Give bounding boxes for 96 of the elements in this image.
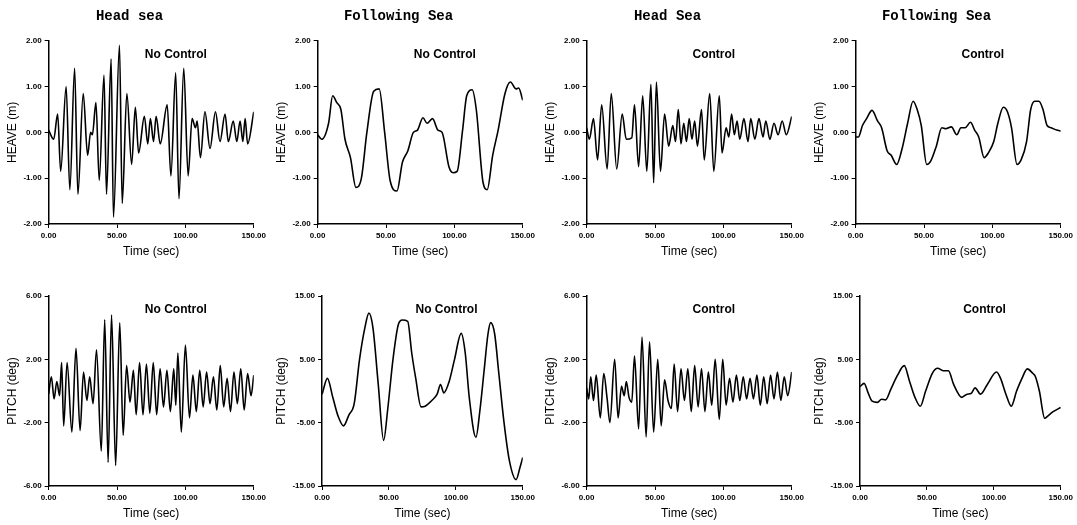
x-tick-label: 100.00 — [173, 493, 199, 502]
y-axis-title: HEAVE (m) — [542, 101, 557, 163]
x-tick-label: 50.00 — [645, 231, 666, 240]
x-tick-label: 0.00 — [578, 231, 595, 240]
y-tick-label: 6.00 — [564, 291, 581, 301]
x-tick-label: 100.00 — [980, 231, 1006, 240]
y-tick-label: -2.00 — [23, 417, 43, 427]
x-tick-label: 50.00 — [914, 231, 935, 240]
x-tick-label: 0.00 — [309, 231, 326, 240]
x-tick-label: 150.00 — [241, 231, 267, 240]
y-tick-label: -6.00 — [23, 481, 43, 491]
x-tick-label: 0.00 — [314, 493, 331, 502]
x-tick-label: 100.00 — [711, 231, 737, 240]
annotation: No Control — [144, 47, 207, 62]
y-tick-label: 2.00 — [26, 354, 43, 364]
x-tick-label: 50.00 — [916, 493, 938, 502]
y-tick-label: 2.00 — [295, 36, 312, 45]
y-tick-label: -1.00 — [23, 173, 43, 183]
y-axis-title: PITCH (deg) — [811, 357, 826, 425]
y-tick-label: -1.00 — [292, 173, 312, 183]
chart-title: Following Sea — [881, 7, 992, 24]
y-tick-label: -2.00 — [292, 219, 312, 229]
y-tick-label: 5.00 — [837, 354, 854, 364]
x-tick-label: 0.00 — [40, 231, 57, 240]
y-tick-label: 0.00 — [833, 127, 850, 137]
x-tick-label: 100.00 — [981, 493, 1007, 502]
x-tick-label: 150.00 — [779, 493, 805, 502]
y-axis-title: PITCH (deg) — [542, 357, 557, 425]
x-tick-label: 150.00 — [510, 493, 536, 502]
y-tick-label: -2.00 — [561, 417, 581, 427]
y-tick-label: -6.00 — [561, 481, 581, 491]
y-tick-label: 1.00 — [26, 81, 43, 91]
chart-title: Head sea — [95, 7, 164, 24]
y-tick-label: -2.00 — [830, 219, 850, 229]
x-axis-title: Time (sec) — [932, 506, 989, 521]
y-axis-title: PITCH (deg) — [273, 357, 288, 425]
x-tick-label: 100.00 — [442, 231, 468, 240]
y-tick-label: 2.00 — [26, 36, 43, 45]
x-axis-title: Time (sec) — [394, 506, 451, 521]
y-axis-title: HEAVE (m) — [273, 101, 288, 163]
x-tick-label: 150.00 — [779, 231, 805, 240]
annotation: Control — [692, 47, 736, 62]
y-tick-label: -5.00 — [296, 417, 316, 427]
x-tick-label: 150.00 — [1048, 231, 1074, 240]
annotation: No Control — [415, 302, 478, 317]
y-tick-label: 0.00 — [564, 127, 581, 137]
x-tick-label: 50.00 — [378, 493, 400, 502]
annotation: Control — [961, 47, 1005, 62]
x-tick-label: 150.00 — [1048, 493, 1074, 502]
y-tick-label: 15.00 — [295, 291, 316, 301]
y-axis-title: HEAVE (m) — [4, 101, 19, 163]
y-axis-title: HEAVE (m) — [811, 101, 826, 163]
y-tick-label: -1.00 — [830, 173, 850, 183]
y-axis-title: PITCH (deg) — [4, 357, 19, 425]
y-tick-label: -15.00 — [292, 481, 316, 491]
x-tick-label: 150.00 — [241, 493, 267, 502]
y-tick-label: 5.00 — [299, 354, 316, 364]
x-axis-title: Time (sec) — [930, 244, 987, 259]
y-tick-label: -5.00 — [834, 417, 854, 427]
x-tick-label: 0.00 — [852, 493, 869, 502]
x-tick-label: 100.00 — [443, 493, 469, 502]
annotation: Control — [692, 302, 736, 317]
y-tick-label: 0.00 — [26, 127, 43, 137]
y-tick-label: 1.00 — [295, 81, 312, 91]
annotation: Control — [963, 302, 1006, 317]
x-tick-label: 50.00 — [107, 493, 128, 502]
y-tick-label: 2.00 — [564, 36, 581, 45]
x-tick-label: 150.00 — [510, 231, 536, 240]
x-tick-label: 50.00 — [645, 493, 666, 502]
y-tick-label: 1.00 — [564, 81, 581, 91]
y-tick-label: 0.00 — [295, 127, 312, 137]
y-tick-label: 2.00 — [833, 36, 850, 45]
x-axis-title: Time (sec) — [123, 244, 180, 259]
x-tick-label: 50.00 — [376, 231, 397, 240]
y-tick-label: -15.00 — [830, 481, 854, 491]
y-tick-label: 6.00 — [26, 291, 43, 301]
y-tick-label: -1.00 — [561, 173, 581, 183]
annotation: No Control — [413, 47, 476, 62]
y-tick-label: 1.00 — [833, 81, 850, 91]
chart-title: Head Sea — [633, 7, 702, 24]
y-tick-label: -2.00 — [23, 219, 43, 229]
x-tick-label: 100.00 — [711, 493, 737, 502]
x-axis-title: Time (sec) — [661, 244, 718, 259]
x-tick-label: 50.00 — [107, 231, 128, 240]
x-tick-label: 0.00 — [40, 493, 57, 502]
y-tick-label: 2.00 — [564, 354, 581, 364]
x-tick-label: 100.00 — [173, 231, 199, 240]
x-axis-title: Time (sec) — [661, 506, 718, 521]
x-axis-title: Time (sec) — [123, 506, 180, 521]
y-tick-label: 15.00 — [833, 291, 854, 301]
annotation: No Control — [144, 302, 207, 317]
x-tick-label: 0.00 — [578, 493, 595, 502]
x-tick-label: 0.00 — [847, 231, 864, 240]
chart-title: Following Sea — [343, 7, 454, 24]
x-axis-title: Time (sec) — [392, 244, 449, 259]
y-tick-label: -2.00 — [561, 219, 581, 229]
